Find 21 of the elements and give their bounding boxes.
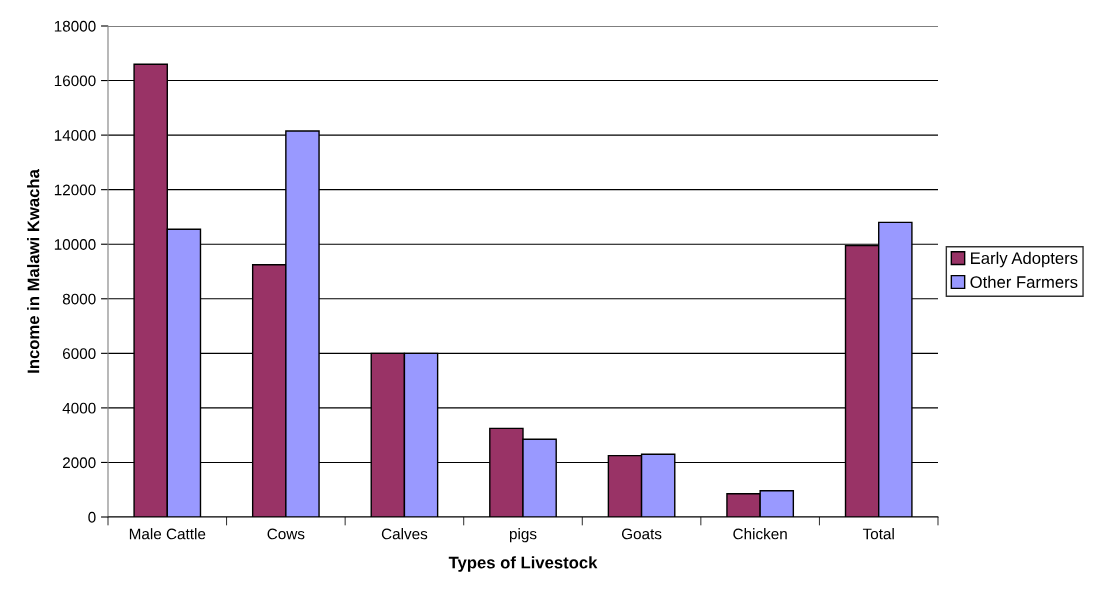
x-tick-label: Total [862,528,894,540]
x-tick-label: Goats [621,528,662,540]
legend-label: Early Adopters [971,251,1078,268]
y-tick-label: 12000 [54,184,96,196]
y-tick-label: 10000 [54,239,96,250]
x-tick-label: Male Cattle [129,528,206,540]
x-tick-label: pigs [509,528,537,543]
y-tick-label: 4000 [62,402,96,414]
y-tick-label: 18000 [54,20,96,32]
legend-label: Other Farmers [970,275,1078,288]
x-tick-label: Cows [267,528,305,540]
y-tick-label: 0 [88,511,96,523]
x-axis-title: Types of Livestock [448,556,598,572]
y-tick-label: 2000 [62,457,96,469]
y-tick-label: 14000 [54,129,96,141]
x-tick-label: Chicken [733,528,787,540]
y-axis-title: Income in Malawi Kwacha [27,169,40,373]
y-tick-label: 8000 [62,293,96,305]
y-tick-label: 6000 [62,348,96,360]
y-tick-label: 16000 [54,75,96,87]
x-tick-label: Calves [381,528,428,540]
